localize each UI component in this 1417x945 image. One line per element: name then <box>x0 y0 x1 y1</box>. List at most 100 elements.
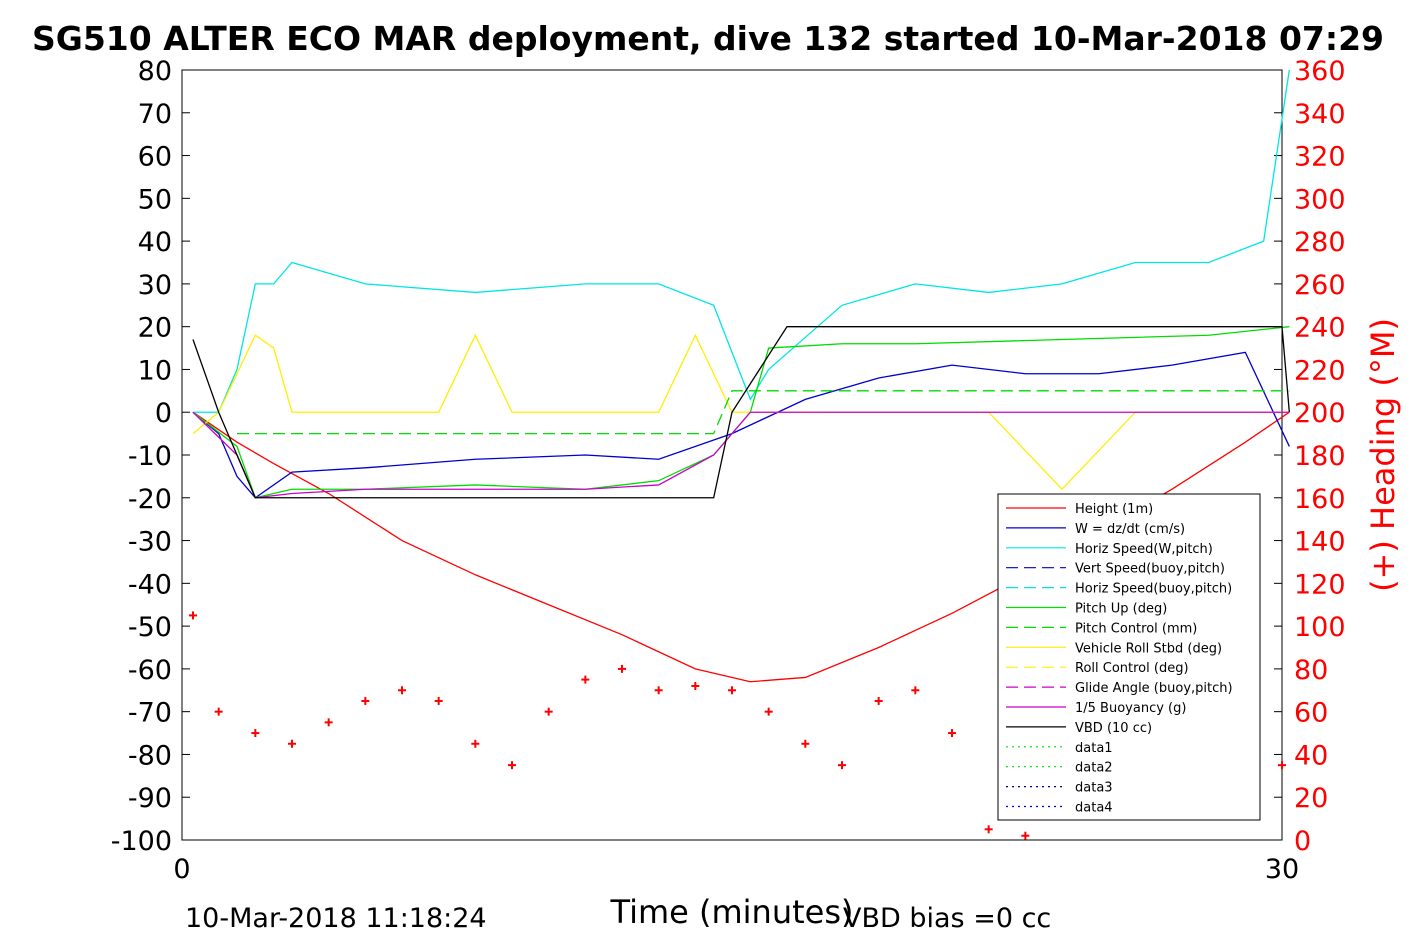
right-tick-label: 360 <box>1294 56 1346 87</box>
right-tick-label: 200 <box>1294 398 1346 429</box>
footer-timestamp: 10-Mar-2018 11:18:24 <box>185 903 487 934</box>
left-tick-label: -70 <box>128 698 172 729</box>
legend-label: Roll Control (deg) <box>1075 661 1189 676</box>
right-tick-label: 240 <box>1294 313 1346 344</box>
series-vbd-10-cc <box>192 326 1290 499</box>
right-tick-label: 160 <box>1294 484 1346 515</box>
heading-point <box>728 686 736 695</box>
left-tick-label: 0 <box>155 398 172 429</box>
legend-label: Glide Angle (buoy,pitch) <box>1075 681 1233 696</box>
left-tick-label: 70 <box>138 99 172 130</box>
heading-point <box>1021 831 1030 840</box>
legend-label: 1/5 Buoyancy (g) <box>1075 701 1186 716</box>
legend-item: Vehicle Roll Stbd (deg) <box>1006 641 1222 656</box>
right-tick-label: 80 <box>1294 655 1328 686</box>
right-tick-label: 120 <box>1294 569 1346 600</box>
heading-point <box>691 682 700 690</box>
legend-item: Pitch Up (deg) <box>1006 602 1167 617</box>
left-tick-label: 50 <box>138 184 172 215</box>
legend-item: 1/5 Buoyancy (g) <box>1006 701 1186 716</box>
legend-item: Horiz Speed(W,pitch) <box>1006 542 1213 557</box>
legend-item: Horiz Speed(buoy,pitch) <box>1006 582 1232 597</box>
right-tick-label: 260 <box>1294 270 1346 301</box>
series-pitch-up-deg <box>192 326 1290 499</box>
left-tick-label: 10 <box>138 355 172 386</box>
legend-label: Pitch Control (mm) <box>1075 621 1197 636</box>
legend-item: Roll Control (deg) <box>1006 661 1189 676</box>
heading-point <box>508 761 516 770</box>
legend-label: W = dz/dt (cm/s) <box>1075 522 1185 537</box>
heading-point <box>764 707 773 716</box>
right-tick-label: 0 <box>1294 826 1311 857</box>
right-tick-label: 220 <box>1294 355 1346 386</box>
legend-item: VBD (10 cc) <box>1006 721 1152 736</box>
series-w-dz-dt-cm-s <box>192 351 1290 499</box>
legend-item: data3 <box>1006 781 1113 796</box>
legend-item: Pitch Control (mm) <box>1006 621 1197 636</box>
heading-point <box>838 761 846 770</box>
right-tick-label: 40 <box>1294 740 1328 771</box>
legend-item: Glide Angle (buoy,pitch) <box>1006 681 1233 696</box>
chart-title: SG510 ALTER ECO MAR deployment, dive 132… <box>32 19 1384 58</box>
right-tick-label: 20 <box>1294 783 1328 814</box>
legend: Height (1m) W = dz/dt (cm/s) Horiz Speed(W… <box>997 493 1261 821</box>
left-y-axis: 80 70 60 50 40 30 20 10 0 -10 -20 -30 -40 -50 -60 -70 -8… <box>111 56 190 857</box>
legend-label: Vert Speed(buoy,pitch) <box>1075 562 1225 577</box>
right-tick-label: 140 <box>1294 527 1346 558</box>
legend-label: data1 <box>1075 741 1113 756</box>
right-tick-label: 320 <box>1294 142 1346 173</box>
legend-label: Horiz Speed(buoy,pitch) <box>1075 582 1232 597</box>
series-vehicle-roll-stbd-deg <box>192 333 1290 491</box>
x-tick-label: 30 <box>1265 854 1299 885</box>
x-axis-label: Time (minutes) <box>610 893 854 931</box>
right-tick-label: 180 <box>1294 441 1346 472</box>
heading-point <box>874 696 883 705</box>
series-pitch-control-mm <box>237 390 1290 435</box>
heading-point <box>581 675 590 684</box>
footer-vbd-bias: VBD bias =0 cc <box>843 903 1051 934</box>
right-tick-label: 100 <box>1294 612 1346 643</box>
heading-point <box>471 739 480 748</box>
right-y-axis: 3603403203002802602402202001801601401201… <box>1274 56 1346 857</box>
legend-label: Vehicle Roll Stbd (deg) <box>1075 641 1222 656</box>
left-tick-label: 40 <box>138 227 172 258</box>
right-tick-label: 60 <box>1294 698 1328 729</box>
legend-label: VBD (10 cc) <box>1075 721 1152 736</box>
heading-point <box>544 707 553 716</box>
heading-point <box>361 696 370 705</box>
legend-item: data1 <box>1006 741 1113 756</box>
left-tick-label: 30 <box>138 270 172 301</box>
legend-item: Height (1m) <box>1006 502 1153 517</box>
heading-point <box>911 686 920 695</box>
plot-lines <box>189 69 1290 840</box>
heading-point <box>984 825 993 834</box>
left-tick-label: -100 <box>111 826 172 857</box>
heading-point <box>434 696 443 705</box>
legend-item: W = dz/dt (cm/s) <box>1006 522 1185 537</box>
legend-item: Vert Speed(buoy,pitch) <box>1006 562 1225 577</box>
legend-label: data4 <box>1075 801 1113 816</box>
legend-label: Height (1m) <box>1075 502 1153 517</box>
heading-point <box>1278 761 1286 770</box>
x-axis: 0 30 <box>173 854 1299 885</box>
legend-label: data3 <box>1075 781 1113 796</box>
left-tick-label: -50 <box>128 612 172 643</box>
right-axis-label: (+) Heading (°M) <box>1364 318 1402 592</box>
legend-label: Pitch Up (deg) <box>1075 602 1167 617</box>
heading-point <box>948 729 956 738</box>
right-tick-label: 300 <box>1294 184 1346 215</box>
right-tick-label: 280 <box>1294 227 1346 258</box>
heading-point <box>654 686 663 695</box>
left-tick-label: 60 <box>138 142 172 173</box>
legend-item: data4 <box>1006 801 1113 816</box>
x-tick-label: 0 <box>173 854 190 885</box>
series-horiz-speed-w-pitch <box>193 69 1290 413</box>
heading-point <box>214 707 223 716</box>
heading-point <box>801 739 810 748</box>
heading-point <box>288 739 296 748</box>
left-tick-label: -40 <box>128 569 172 600</box>
left-tick-label: 20 <box>138 313 172 344</box>
right-tick-label: 340 <box>1294 99 1346 130</box>
left-tick-label: -80 <box>128 740 172 771</box>
